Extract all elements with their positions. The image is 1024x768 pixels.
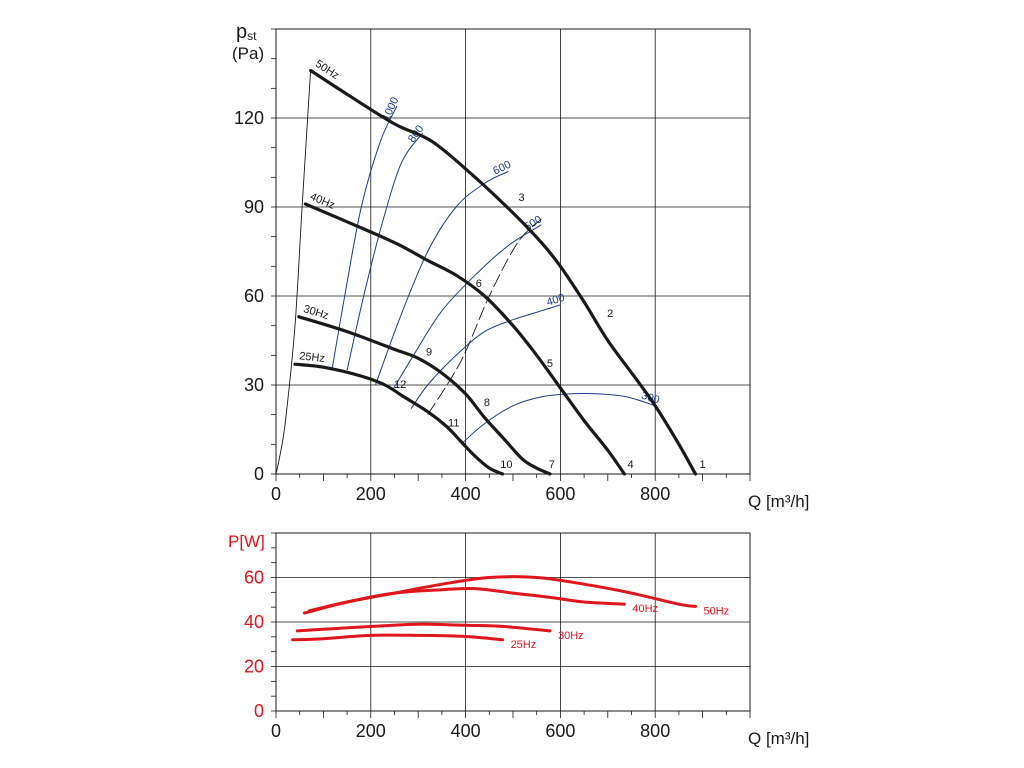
operating-point-label-4: 4 <box>627 459 633 471</box>
pst-y-axis-unit: (Pa) <box>232 44 264 63</box>
pst-x-axis-title: Q [m³/h] <box>748 492 809 511</box>
operating-point-label-11: 11 <box>448 418 459 430</box>
fan-curve-50Hz <box>309 68 698 476</box>
static-pressure-chart: 0 200 400 600 800 0 30 60 90 120 Q [m³/h] pst(Pa) 10… <box>232 21 809 511</box>
pst-x-tick-label: 200 <box>356 484 386 504</box>
pw-y-tick-label: 60 <box>244 568 264 588</box>
fan-curve-label-50Hz: 50Hz <box>313 58 341 82</box>
iso-curve-600 <box>375 170 509 386</box>
operating-point-label-1: 1 <box>700 459 706 471</box>
pw-y-axis-title: P[W] <box>228 532 265 551</box>
operating-point-label-9: 9 <box>426 346 432 358</box>
pw-x-tick-label: 400 <box>451 721 481 741</box>
pw-y-tick-label: 40 <box>244 612 264 632</box>
pw-x-axis-title: Q [m³/h] <box>748 729 809 748</box>
pst-y-tick-label: 0 <box>254 464 264 484</box>
fan-curve-30Hz <box>297 315 552 476</box>
iso-curve-400 <box>410 304 561 409</box>
power-curve-label-25Hz: 25Hz <box>511 639 537 651</box>
power-curve-label-40Hz: 40Hz <box>632 603 658 615</box>
pst-y-tick-label: 90 <box>244 197 264 217</box>
iso-label-600: 600 <box>491 159 513 178</box>
operating-point-label-8: 8 <box>484 397 490 409</box>
system-line <box>427 218 542 415</box>
operating-point-label-2: 2 <box>607 308 613 320</box>
iso-curve-300 <box>460 393 656 445</box>
power-curve-30Hz <box>295 622 552 633</box>
power-curve-40Hz <box>302 586 626 615</box>
pw-x-tick-label: 600 <box>545 721 575 741</box>
system-line <box>275 70 312 475</box>
pw-y-tick-label: 20 <box>244 657 264 677</box>
pst-x-tick-label: 0 <box>271 484 281 504</box>
operating-point-label-7: 7 <box>549 459 555 471</box>
iso-curve-1000 <box>331 105 398 371</box>
fan-curve-40Hz <box>303 202 626 476</box>
power-curve-25Hz <box>291 633 505 642</box>
power-chart: 0 200 400 600 800 0 20 40 60 Q [m³/h] P[W] 50Hz 40Hz… <box>228 532 809 748</box>
operating-point-label-3: 3 <box>518 192 524 204</box>
operating-point-label-12: 12 <box>394 379 406 391</box>
pst-x-tick-label: 800 <box>640 484 670 504</box>
iso-curve-500 <box>391 224 542 392</box>
operating-point-label-6: 6 <box>476 278 482 290</box>
power-curve-label-30Hz: 30Hz <box>558 630 584 642</box>
iso-label-400: 400 <box>545 292 566 309</box>
pst-y-axis-title: pst <box>236 21 257 43</box>
operating-point-label-10: 10 <box>500 459 512 471</box>
power-curve-label-50Hz: 50Hz <box>703 605 729 617</box>
fan-curve-25Hz <box>293 362 505 476</box>
pst-x-tick-label: 600 <box>545 484 575 504</box>
pw-y-tick-label: 0 <box>254 701 264 721</box>
fan-curve-label-25Hz: 25Hz <box>299 350 326 365</box>
pst-x-tick-label: 400 <box>451 484 481 504</box>
pst-y-tick-label: 120 <box>234 108 264 128</box>
pst-y-tick-label: 60 <box>244 286 264 306</box>
pw-x-tick-label: 0 <box>271 721 281 741</box>
operating-point-label-5: 5 <box>547 358 553 370</box>
iso-curve-800 <box>346 132 424 371</box>
pw-x-tick-label: 200 <box>356 721 386 741</box>
pw-x-tick-label: 800 <box>640 721 670 741</box>
pst-y-tick-label: 30 <box>244 375 264 395</box>
